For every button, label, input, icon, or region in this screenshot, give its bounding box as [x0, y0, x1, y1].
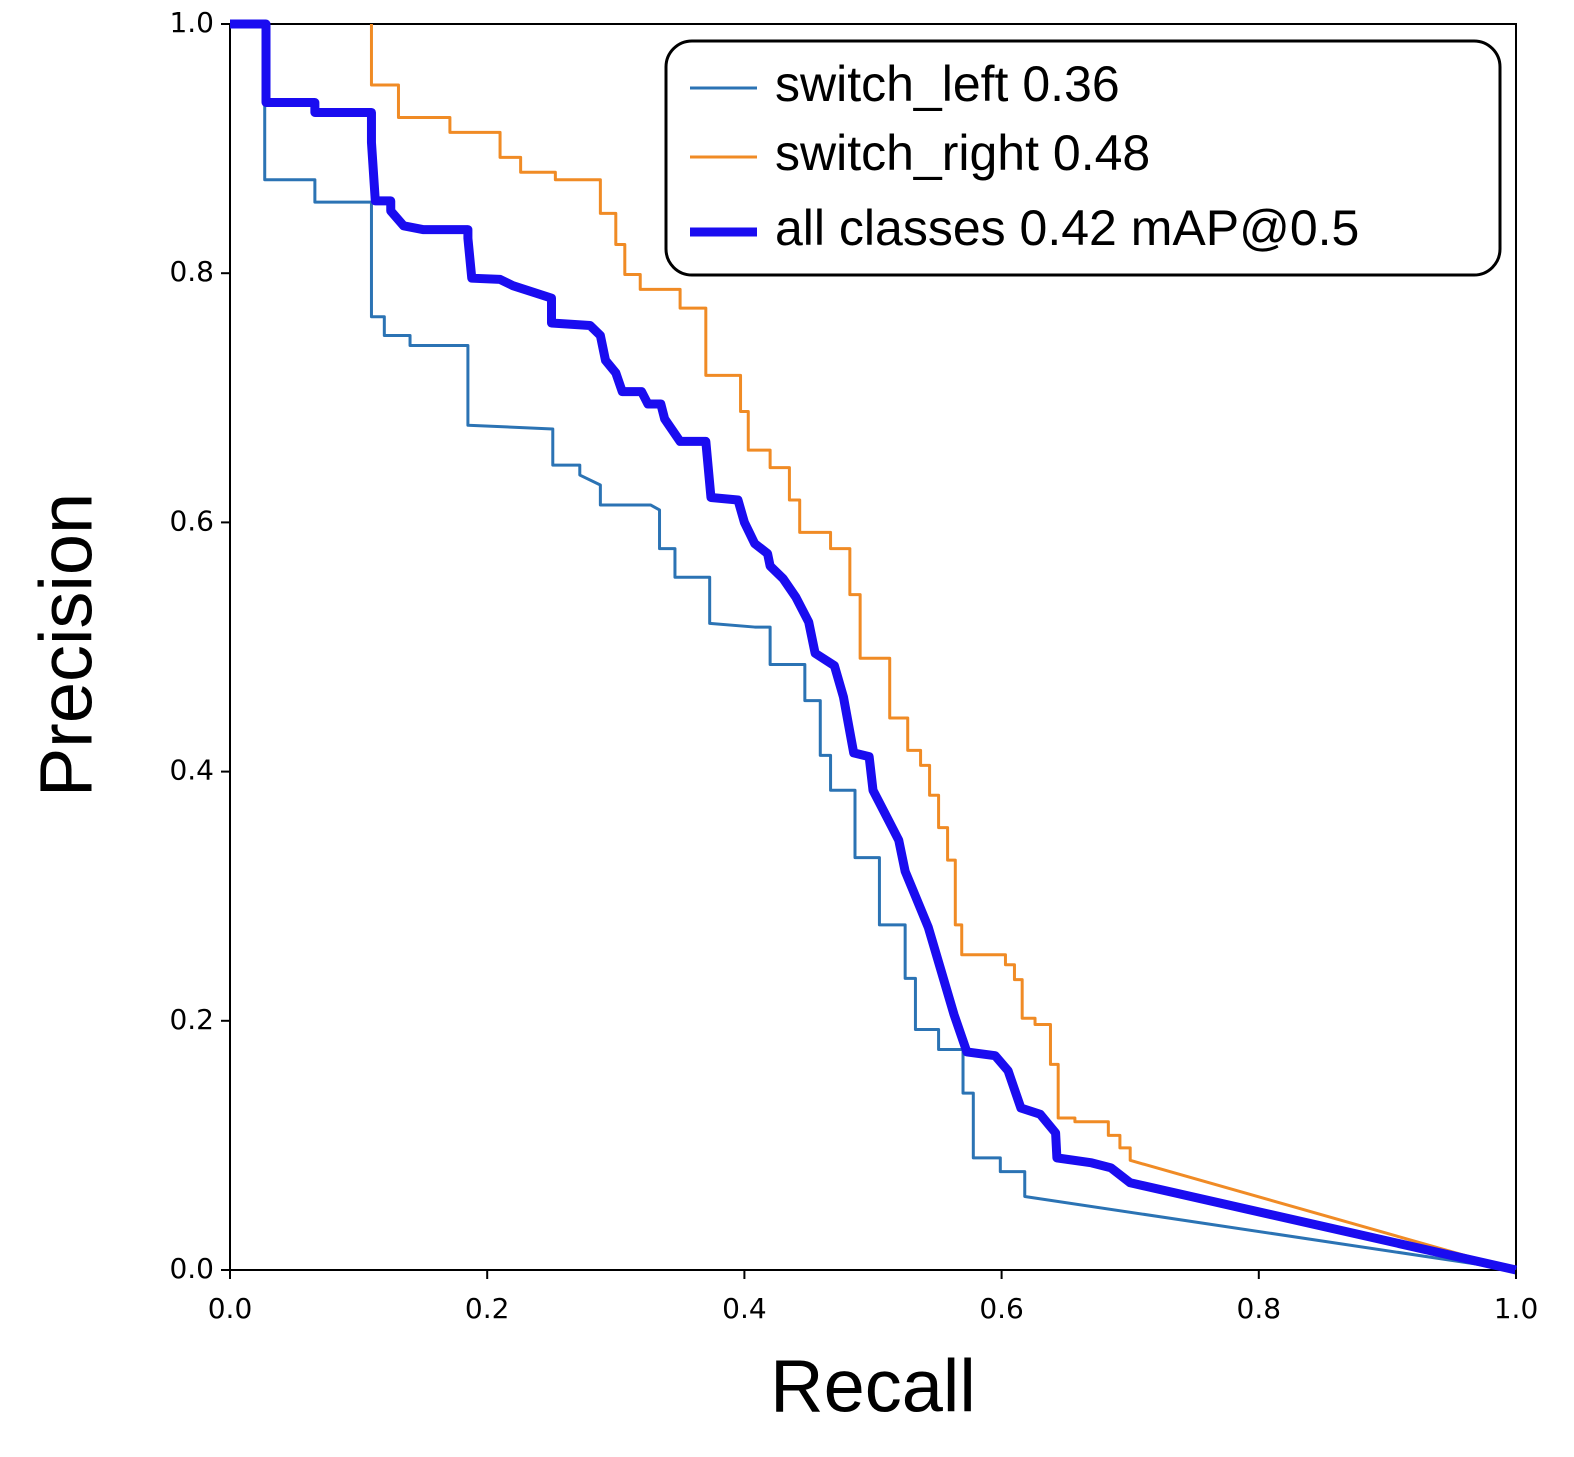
x-axis-title: Recall: [770, 1345, 976, 1428]
legend-box: [664, 39, 1502, 277]
pr-curve: [230, 19, 1517, 1275]
y-tick-label: 0.4: [169, 754, 214, 787]
x-tick-label: 0.8: [1237, 1292, 1282, 1325]
x-tick-label: 1.0: [1494, 1292, 1539, 1325]
pr-curve: [230, 22, 1517, 1272]
legend-label: switch_right 0.48: [775, 125, 1150, 181]
y-tick-label: 1.0: [169, 6, 214, 39]
y-tick-label: 0.0: [169, 1252, 214, 1285]
legend-label: all classes 0.42 mAP@0.5: [775, 200, 1359, 256]
y-tick-label: 0.8: [169, 255, 214, 288]
x-tick-label: 0.6: [979, 1292, 1024, 1325]
x-tick-label: 0.2: [465, 1292, 510, 1325]
y-tick-label: 0.6: [169, 504, 214, 537]
plot-frame: [229, 23, 1517, 1271]
y-tick-label: 0.2: [169, 1003, 214, 1036]
legend-label: switch_left 0.36: [775, 56, 1120, 112]
x-tick-label: 0.0: [208, 1292, 253, 1325]
lines: [230, 19, 1517, 1275]
y-axis-title: Precision: [25, 493, 108, 797]
pr-curve: [369, 24, 1517, 1272]
x-tick-label: 0.4: [722, 1292, 767, 1325]
